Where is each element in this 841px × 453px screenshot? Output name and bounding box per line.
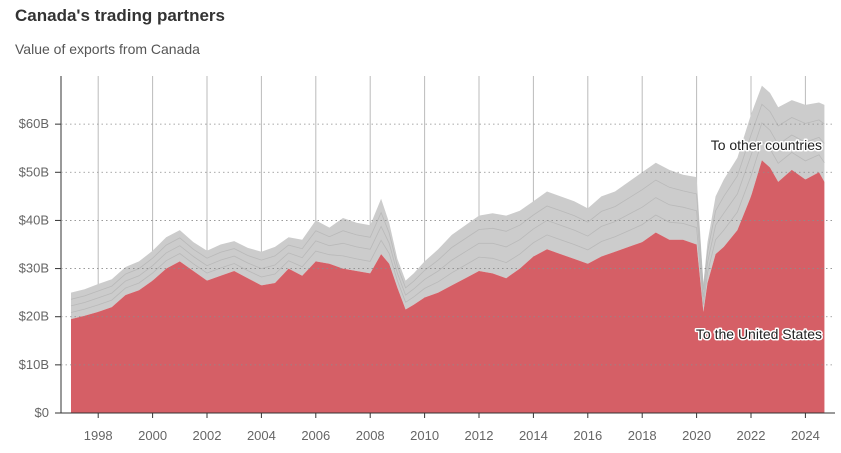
chart-subtitle: Value of exports from Canada: [15, 41, 200, 57]
x-tick-label-2020: 2020: [682, 428, 711, 443]
x-tick-label-2004: 2004: [247, 428, 276, 443]
x-tick-label-2024: 2024: [791, 428, 820, 443]
other-countries-band-1: [70, 140, 825, 313]
y-tick-label-50: $50B: [19, 164, 49, 179]
y-tick-label-20: $20B: [19, 309, 49, 324]
x-tick-label-2012: 2012: [465, 428, 494, 443]
annotation-united-states: To the United States: [696, 326, 822, 342]
axes: $0 $10B $20B $30B $40B $50B $60B 1998 2000 2002 20…: [19, 76, 835, 443]
y-tick-label-60: $60B: [19, 116, 49, 131]
other-countries-band-3: [70, 103, 825, 300]
annotation-other-countries: To other countries: [711, 137, 822, 153]
x-tick-label-2000: 2000: [138, 428, 167, 443]
x-tick-label-2002: 2002: [193, 428, 222, 443]
y-tick-label-30: $30B: [19, 261, 49, 276]
x-tick-label-2022: 2022: [737, 428, 766, 443]
y-tick-label-40: $40B: [19, 212, 49, 227]
x-tick-label-2008: 2008: [356, 428, 385, 443]
annotations: To other countries To the United States: [694, 136, 823, 344]
x-tick-label-2010: 2010: [410, 428, 439, 443]
y-tick-label-0: $0: [35, 405, 49, 420]
x-tick-label-2006: 2006: [301, 428, 330, 443]
area-united-states: [71, 160, 825, 413]
area-series: [70, 85, 825, 413]
other-countries-band-2: [70, 122, 825, 307]
area-other-countries: [71, 85, 825, 320]
x-tick-label-2016: 2016: [573, 428, 602, 443]
x-tick-label-2014: 2014: [519, 428, 548, 443]
y-tick-label-10: $10B: [19, 357, 49, 372]
x-tick-label-2018: 2018: [628, 428, 657, 443]
x-tick-label-1998: 1998: [84, 428, 113, 443]
chart-title: Canada's trading partners: [15, 6, 225, 25]
